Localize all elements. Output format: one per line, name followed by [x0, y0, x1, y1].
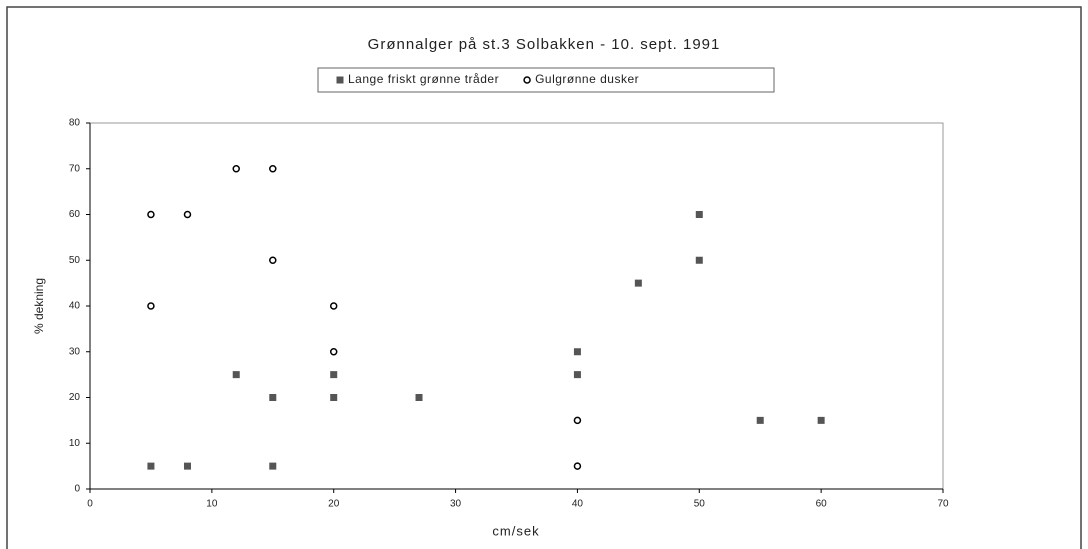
y-tick-label: 40	[69, 301, 81, 312]
point	[634, 279, 642, 287]
legend-label: Gulgrønne dusker	[535, 72, 639, 86]
point	[695, 256, 703, 264]
x-tick-label: 70	[937, 499, 949, 510]
point	[573, 416, 582, 425]
x-tick-label: 60	[816, 499, 828, 510]
point	[330, 394, 338, 401]
y-tick-label: 50	[69, 255, 81, 266]
point	[232, 371, 240, 379]
y-tick-label: 60	[69, 209, 81, 220]
plot-area	[89, 122, 944, 490]
y-tick-label: 10	[69, 438, 81, 449]
point	[756, 416, 764, 424]
y-tick-label: 20	[69, 392, 81, 403]
legend-marker	[523, 76, 531, 84]
point	[147, 210, 155, 219]
point	[415, 394, 423, 401]
y-axis-label: % dekning	[32, 278, 46, 334]
point	[329, 348, 338, 356]
x-tick-label: 30	[450, 499, 462, 510]
point	[330, 371, 338, 379]
y-tick-label: 30	[69, 346, 81, 357]
x-tick-label: 20	[328, 499, 340, 510]
point	[269, 256, 277, 264]
point	[147, 462, 155, 470]
point	[269, 165, 277, 173]
x-tick-label: 10	[206, 499, 218, 510]
point	[573, 462, 582, 470]
point	[817, 416, 825, 424]
point	[183, 462, 191, 470]
y-tick-label: 0	[74, 484, 80, 495]
x-tick-label: 0	[87, 499, 93, 510]
legend-label: Lange friskt grønne tråder	[348, 72, 499, 86]
x-tick-label: 40	[572, 499, 584, 510]
point	[232, 165, 240, 173]
point	[329, 302, 338, 310]
legend-marker	[336, 76, 344, 84]
point	[147, 302, 155, 310]
point	[695, 211, 703, 218]
y-tick-label: 70	[69, 163, 81, 174]
legend-box	[317, 67, 775, 93]
point	[269, 462, 277, 470]
point	[183, 210, 192, 219]
chart-title: Grønnalger på st.3 Solbakken - 10. sept.…	[368, 36, 721, 53]
x-tick-label: 50	[694, 499, 706, 510]
frame	[6, 6, 1082, 549]
point	[269, 394, 277, 401]
x-axis-label: cm/sek	[492, 523, 539, 538]
y-tick-label: 80	[69, 118, 81, 129]
point	[573, 371, 581, 379]
point	[573, 348, 581, 356]
